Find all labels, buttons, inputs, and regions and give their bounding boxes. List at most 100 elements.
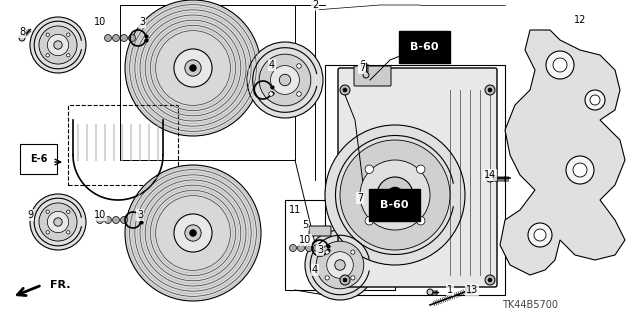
Circle shape xyxy=(185,225,201,241)
Text: 9: 9 xyxy=(27,210,33,220)
Circle shape xyxy=(377,177,413,213)
Circle shape xyxy=(590,95,600,105)
Circle shape xyxy=(546,51,574,79)
Text: 14: 14 xyxy=(484,170,496,180)
Text: 10: 10 xyxy=(94,210,106,220)
Circle shape xyxy=(46,33,49,36)
Circle shape xyxy=(528,223,552,247)
Circle shape xyxy=(279,74,291,86)
Circle shape xyxy=(488,88,492,92)
Circle shape xyxy=(174,49,212,87)
Circle shape xyxy=(297,64,301,68)
Text: FR.: FR. xyxy=(50,280,70,290)
Circle shape xyxy=(417,165,425,174)
Circle shape xyxy=(247,42,323,118)
Circle shape xyxy=(363,72,369,78)
Circle shape xyxy=(269,92,273,96)
Circle shape xyxy=(39,26,77,64)
Circle shape xyxy=(129,34,136,41)
Circle shape xyxy=(125,165,261,301)
Circle shape xyxy=(365,217,374,225)
Circle shape xyxy=(47,211,68,233)
Circle shape xyxy=(189,65,196,71)
Circle shape xyxy=(314,244,321,251)
Circle shape xyxy=(325,250,329,254)
Circle shape xyxy=(369,168,422,222)
Text: 8: 8 xyxy=(19,27,25,37)
Circle shape xyxy=(340,140,450,250)
Circle shape xyxy=(189,230,196,236)
Circle shape xyxy=(30,194,86,250)
Circle shape xyxy=(325,125,465,265)
FancyBboxPatch shape xyxy=(354,66,391,86)
Circle shape xyxy=(47,34,68,56)
Text: 13: 13 xyxy=(466,285,478,295)
Text: 10: 10 xyxy=(299,235,311,245)
Circle shape xyxy=(289,244,296,251)
Circle shape xyxy=(298,244,305,251)
Circle shape xyxy=(297,92,301,96)
Circle shape xyxy=(305,230,375,300)
Circle shape xyxy=(348,147,443,243)
Circle shape xyxy=(486,174,494,182)
Bar xyxy=(325,65,505,295)
FancyBboxPatch shape xyxy=(309,226,331,236)
Circle shape xyxy=(585,90,605,110)
Circle shape xyxy=(340,85,350,95)
Text: 3: 3 xyxy=(317,245,323,255)
Text: 3: 3 xyxy=(137,210,143,220)
Circle shape xyxy=(67,33,70,36)
Circle shape xyxy=(305,244,312,251)
Circle shape xyxy=(351,276,355,280)
Polygon shape xyxy=(500,30,625,275)
Circle shape xyxy=(365,165,374,174)
Circle shape xyxy=(566,156,594,184)
Circle shape xyxy=(67,54,70,57)
Circle shape xyxy=(343,88,347,92)
Text: 6: 6 xyxy=(359,60,365,70)
Circle shape xyxy=(466,286,474,294)
Circle shape xyxy=(363,204,369,210)
Text: B-60: B-60 xyxy=(380,200,408,210)
Circle shape xyxy=(573,163,587,177)
Circle shape xyxy=(335,260,345,270)
Text: 11: 11 xyxy=(289,205,301,215)
Circle shape xyxy=(360,160,430,230)
Circle shape xyxy=(67,210,70,213)
Circle shape xyxy=(485,85,495,95)
Circle shape xyxy=(485,275,495,285)
Text: 2: 2 xyxy=(312,0,318,10)
Text: 12: 12 xyxy=(574,15,586,25)
Circle shape xyxy=(385,184,406,205)
Circle shape xyxy=(269,64,273,68)
Circle shape xyxy=(120,34,127,41)
Text: 3: 3 xyxy=(139,17,145,27)
Circle shape xyxy=(271,66,300,94)
Circle shape xyxy=(46,54,49,57)
Circle shape xyxy=(120,217,127,224)
Circle shape xyxy=(113,217,120,224)
Text: 7: 7 xyxy=(359,63,365,73)
Circle shape xyxy=(125,0,261,136)
Bar xyxy=(285,200,395,290)
Circle shape xyxy=(19,35,25,41)
Circle shape xyxy=(46,231,49,234)
Circle shape xyxy=(54,41,62,49)
Circle shape xyxy=(553,58,567,72)
Text: 10: 10 xyxy=(94,17,106,27)
Circle shape xyxy=(326,252,353,278)
Circle shape xyxy=(67,231,70,234)
Text: 5: 5 xyxy=(302,220,308,230)
Circle shape xyxy=(427,289,433,295)
Circle shape xyxy=(30,17,86,73)
Circle shape xyxy=(351,250,355,254)
Circle shape xyxy=(343,278,347,282)
Text: 4: 4 xyxy=(269,60,275,70)
Circle shape xyxy=(174,214,212,252)
Text: B-60: B-60 xyxy=(410,42,438,52)
Circle shape xyxy=(488,278,492,282)
Text: 4: 4 xyxy=(312,265,318,275)
Circle shape xyxy=(417,217,425,225)
Circle shape xyxy=(104,34,111,41)
Circle shape xyxy=(39,203,77,241)
